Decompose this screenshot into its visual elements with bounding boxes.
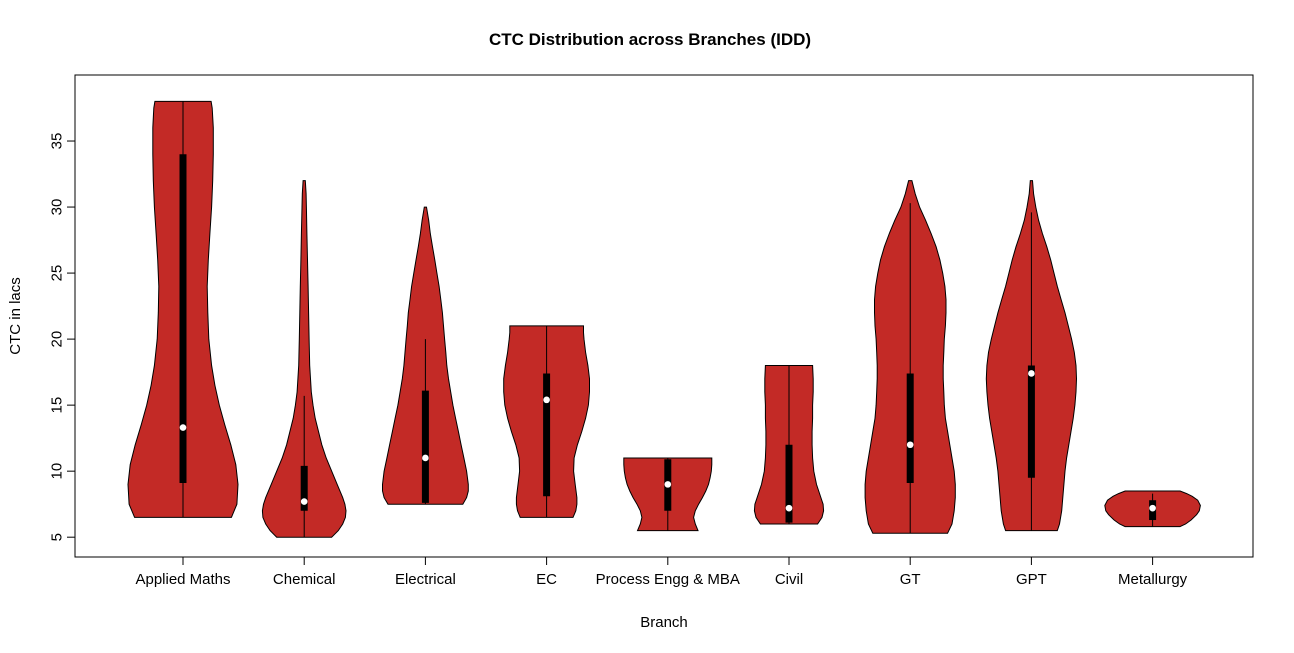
median-dot xyxy=(1149,504,1156,512)
y-tick-label: 30 xyxy=(49,199,66,216)
x-category-label-process-engg-mba: Process Engg & MBA xyxy=(596,571,740,588)
median-dot xyxy=(785,504,793,512)
violin-process-engg-mba xyxy=(623,457,713,532)
x-category-label-ec: EC xyxy=(536,571,557,588)
violin-metallurgy xyxy=(1104,490,1201,528)
x-axis-title: Branch xyxy=(640,614,688,631)
x-category-label-gpt: GPT xyxy=(1016,571,1047,588)
violin-shape xyxy=(261,180,347,538)
x-category-label-chemical: Chemical xyxy=(273,571,336,588)
chart-title: CTC Distribution across Branches (IDD) xyxy=(489,30,811,49)
violin-chemical xyxy=(261,180,347,538)
violin-gt xyxy=(864,180,956,534)
plot-frame xyxy=(74,74,1254,558)
y-tick-label: 35 xyxy=(49,133,66,150)
median-dot xyxy=(179,424,187,431)
y-tick-label: 20 xyxy=(49,331,66,348)
median-dot xyxy=(422,454,429,462)
x-category-label-applied-maths: Applied Maths xyxy=(135,571,230,588)
violin-civil xyxy=(753,365,825,525)
y-tick-label: 10 xyxy=(49,463,66,480)
median-dot xyxy=(300,498,308,505)
y-tick-label: 25 xyxy=(49,265,66,282)
violin-ec xyxy=(503,325,590,518)
x-category-label-electrical: Electrical xyxy=(395,571,456,588)
median-dot xyxy=(906,441,914,449)
x-category-label-metallurgy: Metallurgy xyxy=(1118,571,1188,588)
violin-gpt xyxy=(985,180,1078,532)
x-category-label-civil: Civil xyxy=(775,571,803,588)
median-dot xyxy=(664,481,672,488)
y-tick-label: 15 xyxy=(49,397,66,414)
median-dot xyxy=(543,396,550,404)
median-dot xyxy=(1028,370,1035,377)
violin-electrical xyxy=(382,206,469,505)
x-category-label-gt: GT xyxy=(900,571,921,588)
violin-applied-maths xyxy=(127,100,239,518)
y-axis-title: CTC in lacs xyxy=(7,277,24,355)
y-tick-label: 5 xyxy=(49,533,66,541)
